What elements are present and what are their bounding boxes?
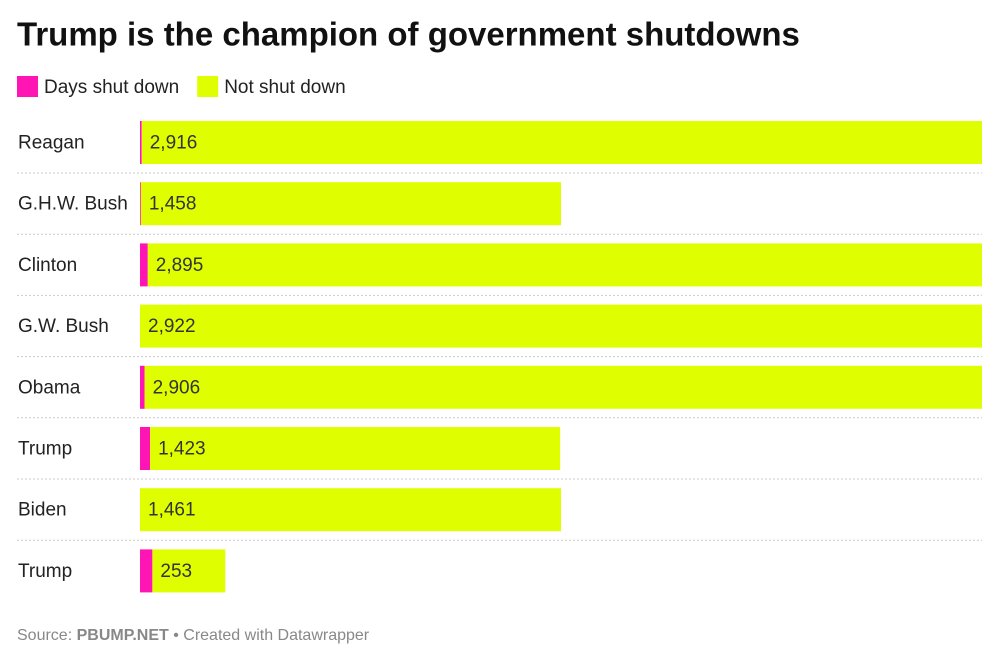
category-label: Obama (18, 377, 81, 398)
bar-segment (140, 488, 561, 532)
value-label: 2,916 (150, 133, 198, 154)
bar-segment (140, 182, 141, 226)
category-label: Clinton (18, 255, 77, 276)
bar-segment (140, 304, 982, 348)
legend-label: Not shut down (224, 77, 345, 98)
text: • Created with Datawrapper (173, 627, 370, 644)
category-label: Biden (18, 500, 67, 521)
category-label: Trump (18, 439, 72, 460)
bar-segment (140, 365, 145, 409)
bar-segment (144, 365, 982, 409)
legend-swatch (17, 76, 38, 97)
bar-segment (140, 243, 148, 287)
value-label: 253 (160, 561, 192, 582)
category-label: Reagan (18, 133, 85, 154)
chart-title: Trump is the champion of government shut… (17, 16, 800, 53)
category-label: Trump (18, 561, 72, 582)
bar-segment (147, 243, 983, 287)
category-label: G.H.W. Bush (18, 194, 128, 215)
bar-segment (152, 549, 226, 593)
bar-segment (150, 427, 561, 470)
bar-segment (141, 121, 983, 164)
bar-segment (140, 427, 151, 470)
bar-segment (140, 121, 142, 164)
legend-label: Days shut down (44, 77, 179, 98)
text: PBUMP.NET (77, 627, 169, 644)
bar-segment (140, 549, 153, 593)
value-label: 2,895 (156, 255, 204, 276)
value-label: 2,906 (153, 377, 201, 398)
text: Source: (17, 627, 72, 644)
value-label: 1,461 (148, 500, 196, 521)
source: Source: PBUMP.NET • Created with Datawra… (17, 627, 370, 644)
value-label: 2,922 (148, 316, 196, 337)
value-label: 1,458 (149, 194, 197, 215)
value-label: 1,423 (158, 439, 206, 460)
legend-swatch (197, 76, 219, 97)
bar-segment (140, 182, 561, 226)
category-label: G.W. Bush (18, 316, 109, 337)
